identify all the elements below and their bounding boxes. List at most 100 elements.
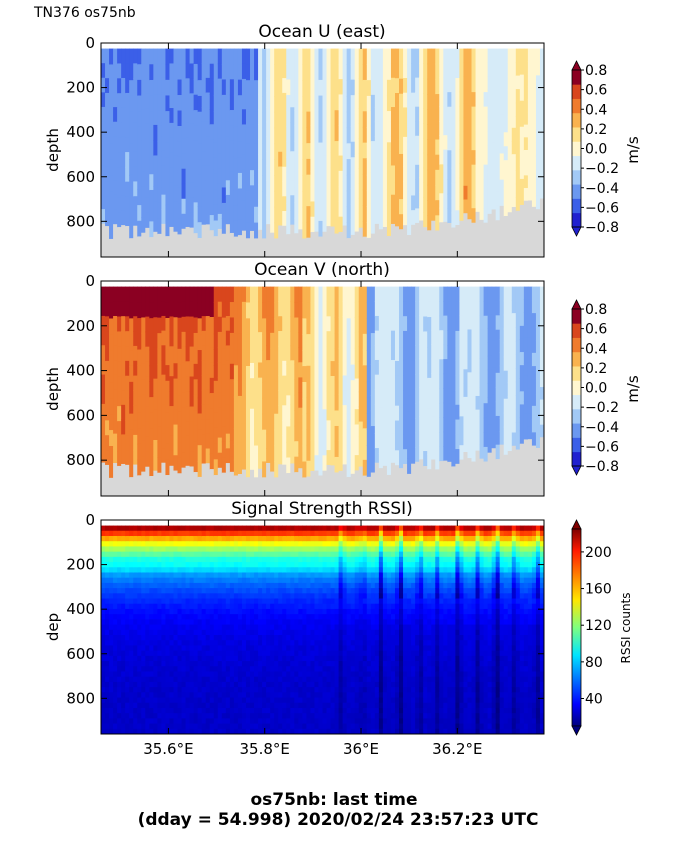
field-cell <box>129 697 134 704</box>
field-cell <box>189 551 195 558</box>
field-cell <box>169 728 175 734</box>
field-cell <box>407 48 412 65</box>
field-cell <box>286 203 291 220</box>
field-cell <box>527 61 533 75</box>
field-cell <box>435 454 440 470</box>
field-cell <box>105 525 110 532</box>
seafloor-mask <box>435 469 440 496</box>
field-cell <box>237 718 243 725</box>
field-cell <box>177 666 183 673</box>
field-cell <box>145 108 150 124</box>
field-cell <box>346 413 352 430</box>
field-cell <box>141 379 146 396</box>
field-cell <box>197 598 203 605</box>
field-cell <box>535 61 541 76</box>
field-cell <box>282 676 287 683</box>
field-cell <box>233 189 239 206</box>
field-cell <box>233 655 239 662</box>
field-cell <box>213 204 219 222</box>
field-cell <box>451 182 456 199</box>
seafloor-mask <box>245 477 251 496</box>
field-cell <box>109 650 114 657</box>
field-cell <box>531 74 537 89</box>
field-cell <box>407 395 412 413</box>
field-cell <box>245 530 251 537</box>
seafloor-mask <box>475 211 481 257</box>
field-cell <box>209 671 215 678</box>
field-cell <box>318 126 324 144</box>
field-cell <box>447 164 452 180</box>
field-cell <box>515 408 521 423</box>
field-cell <box>499 299 505 314</box>
field-cell <box>463 341 469 357</box>
field-cell <box>133 181 138 197</box>
field-cell <box>302 191 307 208</box>
field-cell <box>217 645 223 652</box>
field-cell <box>415 315 420 331</box>
field-cell <box>350 110 356 127</box>
seafloor-mask <box>193 472 199 496</box>
field-cell <box>258 661 263 667</box>
field-cell <box>217 640 223 647</box>
field-cell <box>181 168 187 185</box>
field-cell <box>358 391 364 408</box>
field-cell <box>129 350 134 367</box>
field-cell <box>105 614 110 620</box>
field-cell <box>189 676 195 683</box>
field-cell <box>386 95 392 112</box>
field-cell <box>133 546 138 553</box>
field-cell <box>411 286 416 302</box>
field-cell <box>459 177 465 193</box>
field-cell <box>209 63 215 80</box>
field-cell <box>129 572 134 579</box>
field-cell <box>101 608 106 615</box>
field-cell <box>411 316 416 332</box>
field-cell <box>499 127 505 141</box>
field-cell <box>161 121 167 137</box>
field-cell <box>531 352 537 367</box>
field-cell <box>374 448 380 464</box>
seafloor-mask <box>181 228 187 257</box>
field-cell <box>177 286 183 303</box>
field-cell <box>189 406 195 423</box>
field-cell <box>354 170 360 187</box>
field-cell <box>245 572 251 579</box>
field-cell <box>310 140 316 157</box>
field-cell <box>149 397 154 414</box>
field-cell <box>278 562 283 568</box>
field-cell <box>318 302 324 319</box>
field-cell <box>523 162 529 176</box>
field-cell <box>133 434 138 451</box>
field-cell <box>342 166 348 182</box>
field-cell <box>157 635 163 641</box>
field-cell <box>229 608 235 615</box>
field-cell <box>193 645 199 652</box>
field-cell <box>507 341 513 356</box>
field-cell <box>225 723 231 730</box>
field-cell <box>278 567 283 574</box>
field-cell <box>258 423 263 439</box>
field-cell <box>221 567 227 574</box>
field-cell <box>105 655 110 662</box>
field-cell <box>137 707 142 714</box>
field-cell <box>447 330 452 346</box>
field-cell <box>290 77 295 94</box>
field-cell <box>262 350 267 367</box>
field-cell <box>237 556 243 563</box>
field-cell <box>229 655 235 662</box>
field-cell <box>451 197 456 214</box>
field-cell <box>209 393 215 409</box>
field-cell <box>129 111 134 129</box>
field-cell <box>254 582 259 589</box>
field-cell <box>427 215 432 231</box>
field-cell <box>250 603 255 610</box>
field-cell <box>121 728 126 734</box>
field-cell <box>278 181 283 197</box>
field-cell <box>225 582 231 589</box>
field-cell <box>523 150 529 164</box>
field-cell <box>133 405 138 421</box>
field-cell <box>197 222 203 239</box>
field-cell <box>527 286 533 300</box>
field-cell <box>326 107 332 124</box>
field-cell <box>262 48 267 65</box>
